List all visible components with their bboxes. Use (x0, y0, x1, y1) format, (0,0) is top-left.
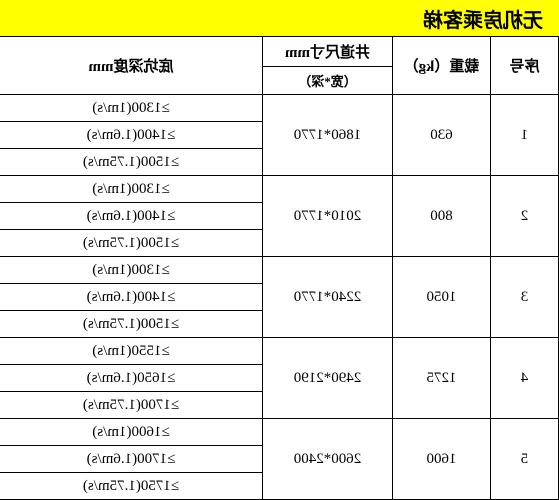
cell-pit: ≥1750(1.75m/s) (0, 473, 263, 500)
cell-pit: ≥1650(1.6m/s) (0, 365, 263, 392)
cell-load: 1600 (393, 419, 491, 500)
cell-pit: ≥1500(1.75m/s) (0, 149, 263, 176)
cell-load: 1275 (393, 338, 491, 419)
cell-seq: 1 (491, 95, 559, 176)
cell-load: 630 (393, 95, 491, 176)
cell-pit: ≥1550(1m/s) (0, 338, 263, 365)
cell-seq: 4 (491, 338, 559, 419)
title-text: 无机房乘客梯 (423, 4, 543, 33)
cell-pit: ≥1500(1.75m/s) (0, 230, 263, 257)
cell-pit: ≥1300(1m/s) (0, 257, 263, 284)
cell-load: 1050 (393, 257, 491, 338)
header-pit: 底坑深度mm (0, 37, 263, 95)
table-row: 412752490*2190≥1550(1m/s) (0, 338, 559, 365)
cell-pit: ≥1700(1.75m/s) (0, 392, 263, 419)
cell-seq: 3 (491, 257, 559, 338)
cell-pit: ≥1500(1.75m/s) (0, 311, 263, 338)
cell-pit: ≥1300(1m/s) (0, 95, 263, 122)
cell-load: 800 (393, 176, 491, 257)
cell-seq: 5 (491, 419, 559, 500)
cell-pit: ≥1300(1m/s) (0, 176, 263, 203)
header-seq: 序号 (491, 37, 559, 95)
cell-shaft: 2240*1770 (263, 257, 393, 338)
header-shaft-sub: （宽*深） (263, 67, 393, 95)
table-header-row: 序号 载重（kg） 井道尺寸mm 底坑深度mm (0, 37, 559, 67)
cell-shaft: 2600*2400 (263, 419, 393, 500)
table-row: 16301860*1770≥1300(1m/s) (0, 95, 559, 122)
cell-pit: ≥1600(1m/s) (0, 419, 263, 446)
cell-pit: ≥1400(1.6m/s) (0, 203, 263, 230)
table-row: 310502240*1770≥1300(1m/s) (0, 257, 559, 284)
cell-pit: ≥1700(1.6m/s) (0, 446, 263, 473)
cell-pit: ≥1400(1.6m/s) (0, 122, 263, 149)
data-table: 序号 载重（kg） 井道尺寸mm 底坑深度mm （宽*深） 16301860*1… (0, 36, 559, 500)
header-shaft-main: 井道尺寸mm (263, 37, 393, 67)
header-load: 载重（kg） (393, 37, 491, 95)
table-row: 28002010*1770≥1300(1m/s) (0, 176, 559, 203)
cell-shaft: 1860*1770 (263, 95, 393, 176)
table-body: 16301860*1770≥1300(1m/s)≥1400(1.6m/s)≥15… (0, 95, 559, 500)
table-row: 516002600*2400≥1600(1m/s) (0, 419, 559, 446)
cell-pit: ≥1400(1.6m/s) (0, 284, 263, 311)
cell-seq: 2 (491, 176, 559, 257)
cell-shaft: 2490*2190 (263, 338, 393, 419)
page-title: 无机房乘客梯 (0, 0, 559, 36)
cell-shaft: 2010*1770 (263, 176, 393, 257)
